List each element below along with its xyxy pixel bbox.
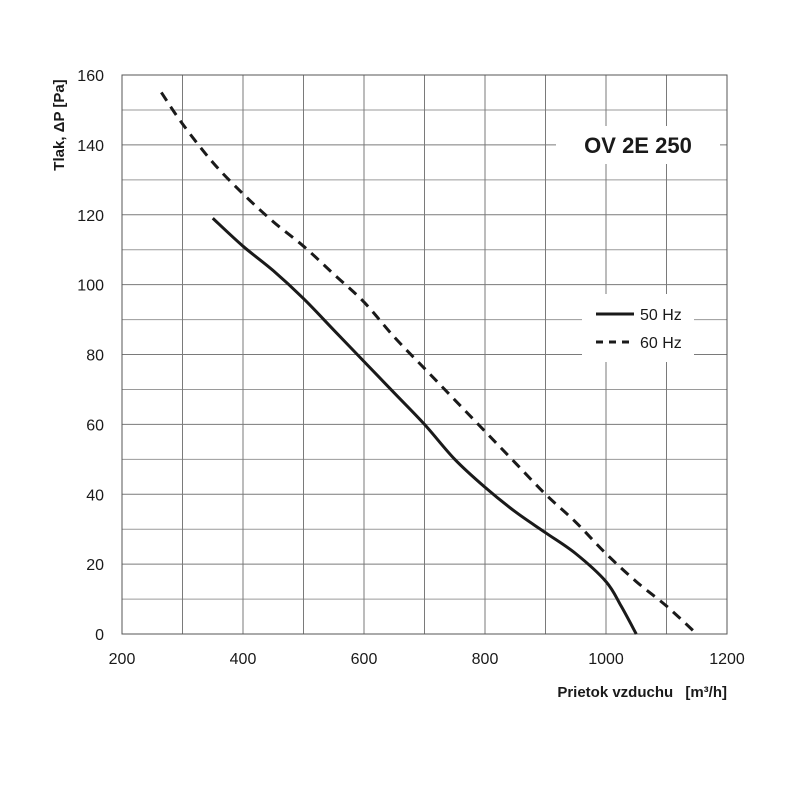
y-tick-label: 140	[77, 138, 104, 155]
y-tick-label: 0	[95, 627, 104, 644]
legend-background	[582, 294, 694, 362]
legend-label-2: 60 Hz	[640, 335, 682, 352]
x-tick-label: 200	[109, 651, 136, 668]
chart-title-background	[556, 126, 720, 164]
x-tick-label: 1200	[709, 651, 745, 668]
x-tick-label: 600	[351, 651, 378, 668]
x-tick-label: 400	[230, 651, 257, 668]
x-tick-label: 1000	[588, 651, 624, 668]
legend-label-1: 50 Hz	[640, 307, 682, 324]
x-axis-title: Prietok vzduchu [m³/h]	[557, 684, 727, 701]
x-tick-labels: 200 400 600 800 1000 1200	[109, 651, 745, 668]
y-tick-label: 80	[86, 348, 104, 365]
chart-title: OV 2E 250	[584, 133, 692, 158]
y-tick-label: 100	[77, 278, 104, 295]
y-tick-label: 60	[86, 417, 104, 434]
y-tick-label: 160	[77, 68, 104, 85]
x-axis-title-text: Prietok vzduchu	[557, 684, 673, 701]
y-tick-label: 120	[77, 208, 104, 225]
x-axis-title-unit: [m³/h]	[685, 684, 727, 701]
legend: 50 Hz 60 Hz	[582, 294, 694, 362]
y-tick-labels: 0 20 40 60 80 100 120 140 160	[77, 68, 104, 644]
y-axis-title: Tlak, ΔP [Pa]	[51, 79, 68, 170]
series-line-2	[160, 91, 698, 636]
series-line-1	[211, 217, 638, 635]
plot-frame	[121, 74, 728, 635]
y-tick-label: 20	[86, 557, 104, 574]
x-tick-label: 800	[472, 651, 499, 668]
series-layer	[160, 91, 698, 636]
y-tick-label: 40	[86, 487, 104, 504]
